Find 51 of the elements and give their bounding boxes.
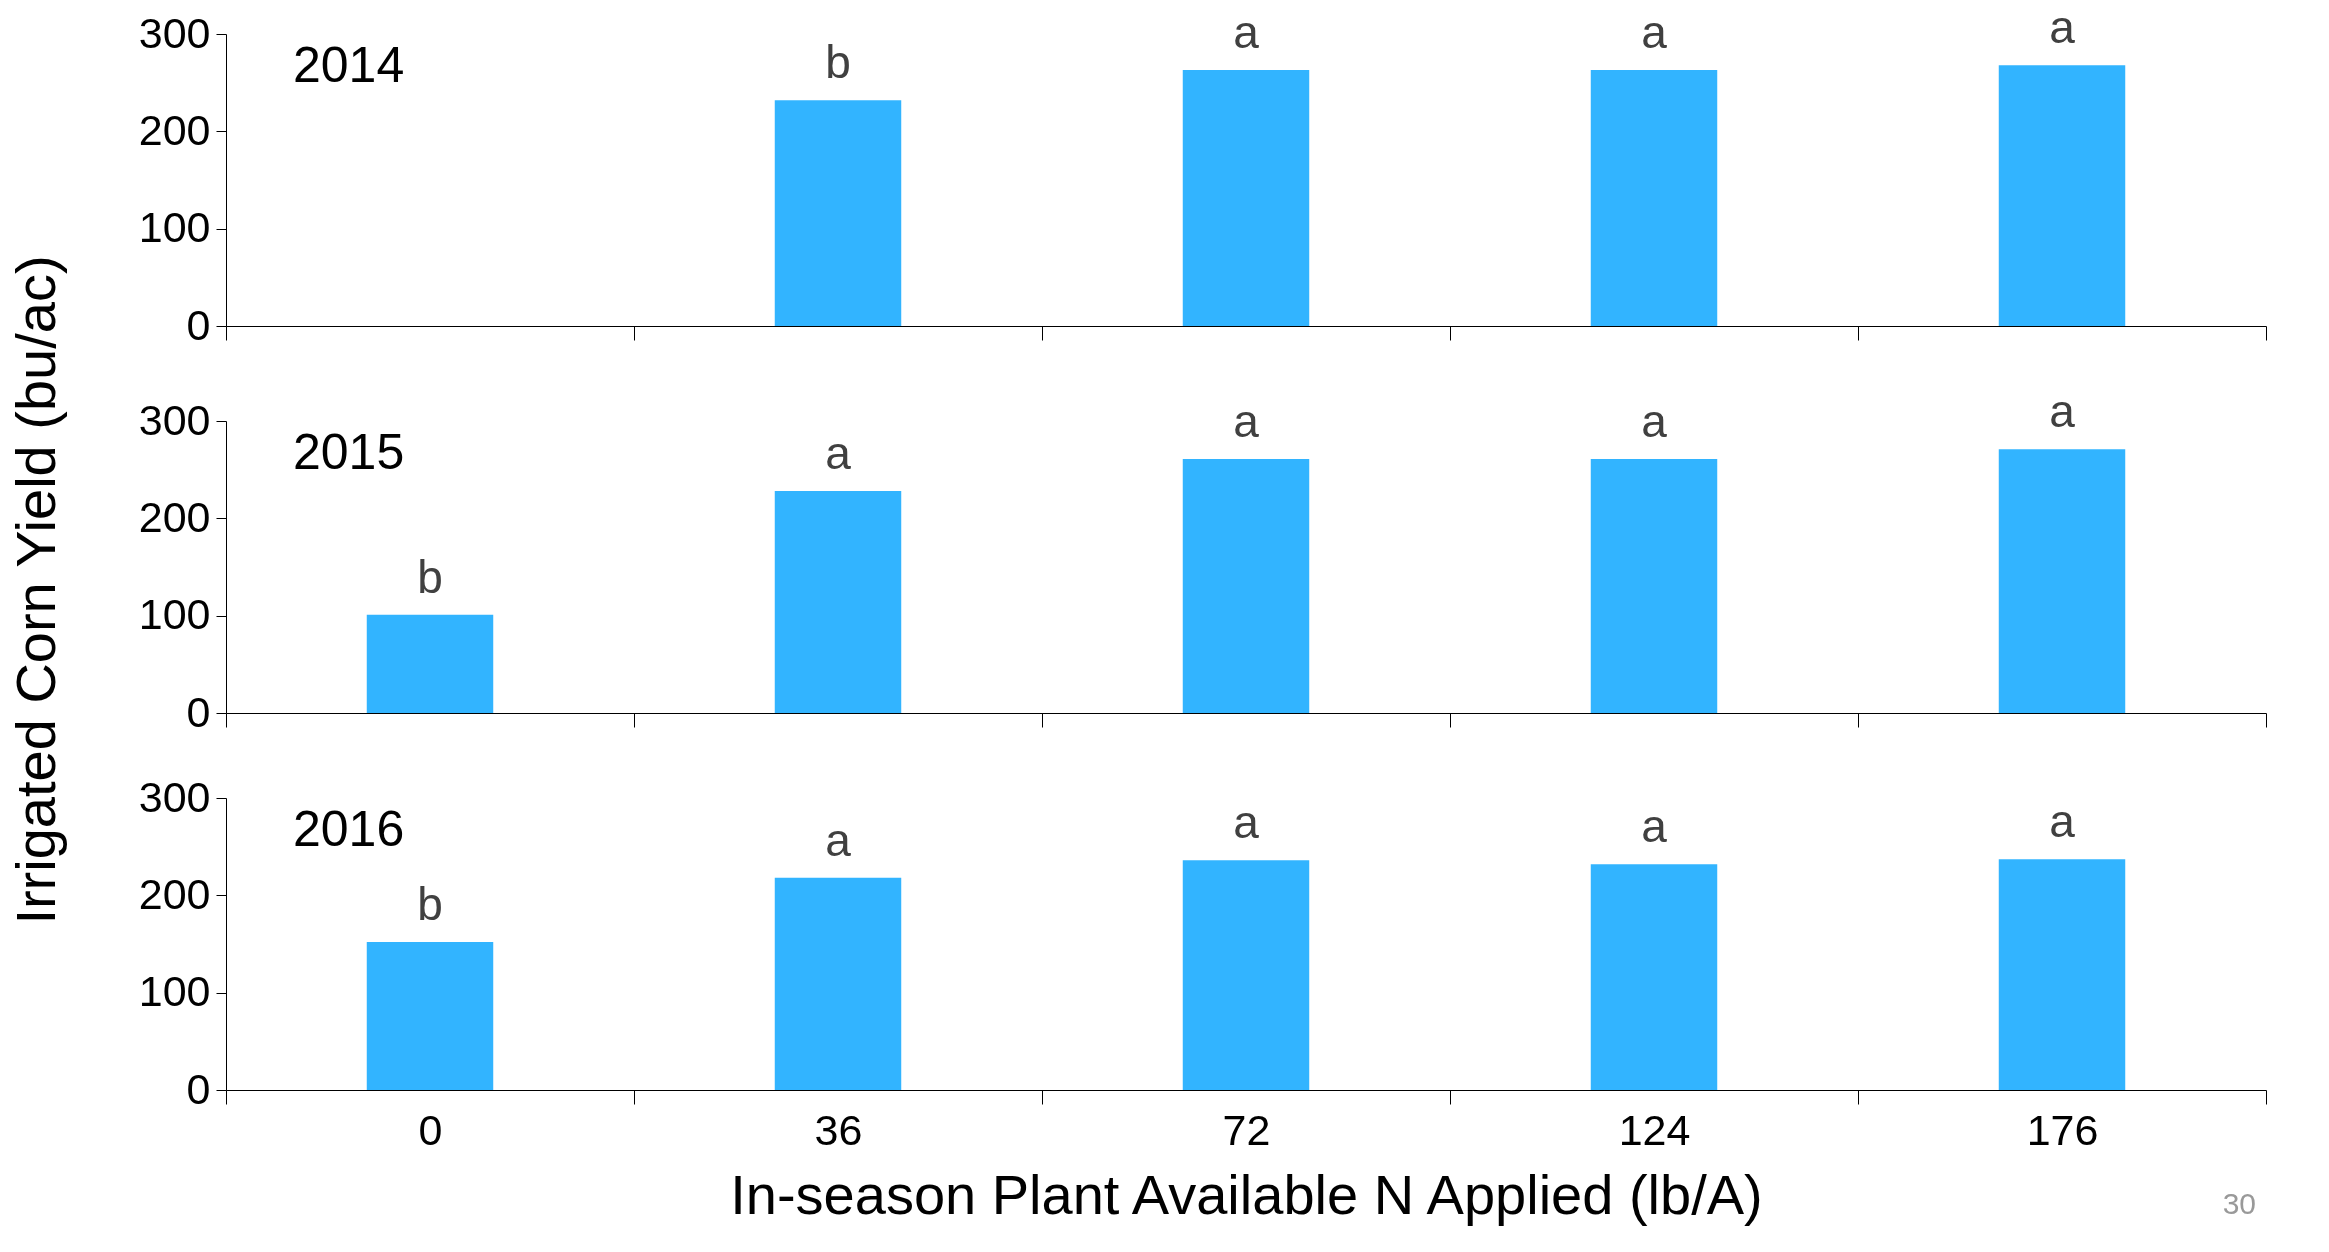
x-tick-label: 176 (2026, 1105, 2099, 1154)
chart-title: 2014 (293, 37, 405, 93)
bar (774, 491, 902, 713)
annotation: a (2049, 795, 2076, 848)
y-axis-title: Irrigated Corn Yield (bu/ac) (4, 255, 67, 925)
annotation: a (825, 427, 852, 480)
bar (774, 877, 902, 1090)
y-tick-label: 100 (138, 203, 211, 252)
annotation: a (1233, 394, 1260, 447)
bar (366, 942, 494, 1090)
y-tick-label: 0 (186, 300, 211, 349)
bar (1998, 65, 2126, 326)
x-tick-label: 124 (1618, 1105, 1691, 1154)
annotation: a (1641, 394, 1668, 447)
y-tick-label: 200 (138, 492, 211, 541)
bar (1590, 458, 1718, 713)
y-tick-label: 0 (186, 687, 211, 736)
x-tick-label: 72 (1222, 1105, 1271, 1154)
bar (1590, 864, 1718, 1090)
y-tick-label: 300 (138, 772, 211, 821)
annotation: a (1233, 796, 1260, 849)
text: 30 (2222, 1187, 2256, 1220)
y-tick-label: 300 (138, 395, 211, 444)
bar (1998, 859, 2126, 1090)
annotation: a (2049, 385, 2076, 438)
chart-title: 2015 (293, 424, 405, 480)
annotation: b (825, 36, 851, 89)
x-axis-title: In-season Plant Available N Applied (lb/A) (730, 1162, 1763, 1226)
y-tick-label: 100 (138, 967, 211, 1016)
annotation: a (1641, 800, 1668, 853)
x-tick-label: 0 (418, 1105, 443, 1154)
y-tick-label: 300 (138, 8, 211, 57)
annotation: b (417, 550, 443, 603)
annotation: a (825, 813, 852, 866)
x-tick-label: 36 (814, 1105, 863, 1154)
annotation: a (1233, 6, 1260, 59)
y-tick-label: 200 (138, 105, 211, 154)
chart-title: 2016 (293, 801, 405, 857)
bar (1182, 860, 1310, 1090)
y-tick-label: 200 (138, 869, 211, 918)
bar (1182, 70, 1310, 326)
bar (774, 100, 902, 326)
y-tick-label: 100 (138, 590, 211, 639)
annotation: a (2049, 1, 2076, 54)
y-tick-label: 0 (186, 1064, 211, 1113)
bar (1590, 70, 1718, 326)
annotation: b (417, 878, 443, 931)
bar (366, 614, 494, 713)
bar (1998, 449, 2126, 713)
bar (1182, 458, 1310, 713)
annotation: a (1641, 6, 1668, 59)
